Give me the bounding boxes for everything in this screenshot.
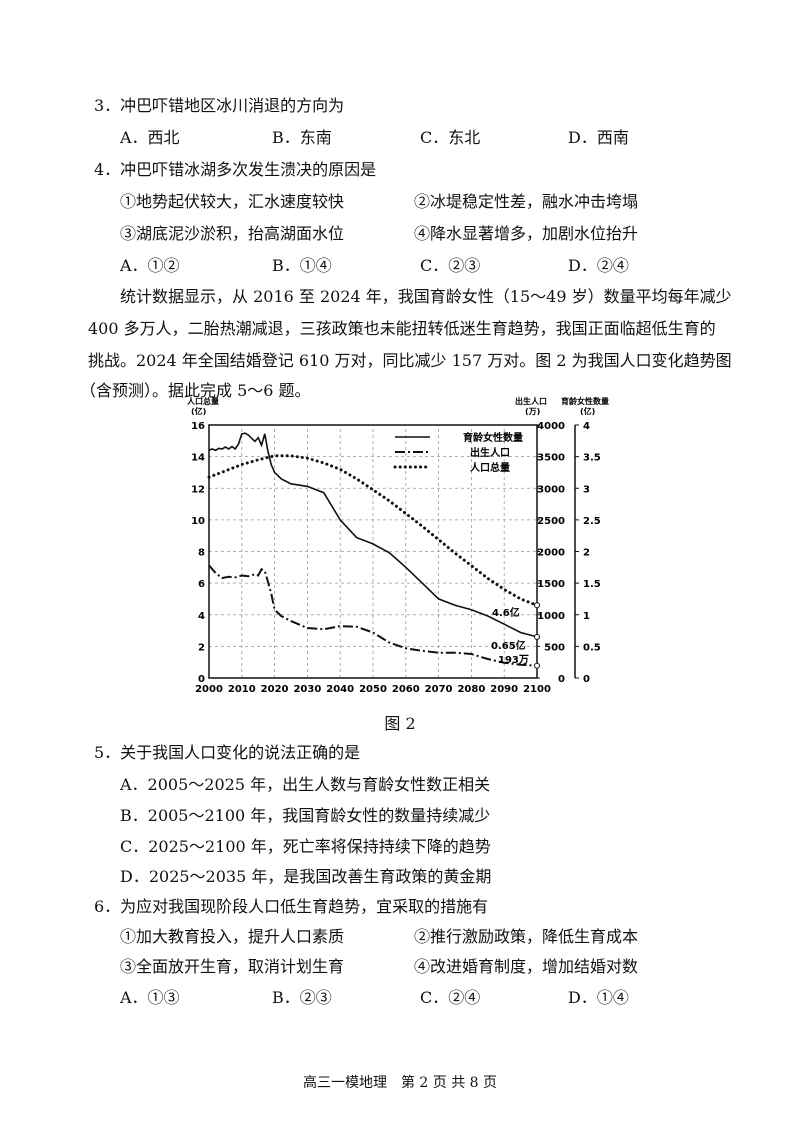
series-end-marker-1 (534, 662, 540, 669)
right-axis-2-tick: 0 (583, 674, 590, 685)
legend-label-women: 育龄女性数量 (463, 431, 523, 444)
right-axis-2-tick: 4 (583, 421, 590, 432)
right-axis-1-tick: 1500 (537, 579, 565, 590)
q6-statement-4: ④改进婚育制度，增加结婚对数 (414, 957, 639, 976)
right-axis-2-label-1: 育龄女性数量 (561, 396, 609, 406)
left-axis-tick: 6 (198, 579, 205, 590)
q6-option-a[interactable]: A．①③ (120, 988, 180, 1007)
x-axis-tick: 2100 (523, 684, 551, 695)
right-axis-1-tick: 3000 (537, 484, 565, 495)
chart-gridlines (209, 425, 537, 678)
q4-option-d[interactable]: D．②④ (568, 256, 629, 275)
annotation-births-2100: 193万 (498, 654, 529, 666)
series-line-1 (208, 564, 538, 667)
x-axis-tick: 2050 (359, 684, 387, 695)
right-axis-1-tick: 0 (558, 674, 565, 685)
q5-option-b[interactable]: B．2005～2100 年，我国育龄女性的数量持续减少 (120, 806, 491, 825)
x-axis-tick: 2070 (425, 684, 453, 695)
q4-statement-3: ③湖底泥沙淤积，抬高湖面水位 (120, 224, 345, 243)
left-axis-tick: 2 (198, 642, 205, 653)
left-axis-label-1: 人口总量 (187, 396, 219, 406)
x-axis-tick: 2060 (392, 684, 420, 695)
q6-statement-2: ②推行激励政策，降低生育成本 (414, 927, 639, 946)
q5-stem: 5．关于我国人口变化的说法正确的是 (94, 743, 361, 762)
right-axis-2-tick: 2.5 (583, 516, 601, 527)
q3-stem: 3．冲巴吓错地区冰川消退的方向为 (94, 96, 345, 115)
x-axis-tick: 2000 (195, 684, 223, 695)
left-axis-tick: 4 (198, 611, 205, 622)
left-axis-tick: 16 (191, 421, 205, 432)
legend-label-total: 人口总量 (470, 461, 510, 474)
right-axis-2-tick: 2 (583, 548, 590, 559)
right-axis-1-tick: 500 (544, 642, 565, 653)
q4-option-a[interactable]: A．①② (120, 256, 180, 275)
right-axis-1-tick: 2000 (537, 548, 565, 559)
q3-option-d[interactable]: D．西南 (568, 128, 629, 147)
q6-option-b[interactable]: B．②③ (272, 988, 332, 1007)
q4-stem: 4．冲巴吓错冰湖多次发生溃决的原因是 (94, 160, 377, 179)
right-axis-1-tick: 2500 (537, 516, 565, 527)
annotation-women-2100: 0.65亿 (491, 639, 526, 652)
x-axis-tick: 2020 (261, 684, 289, 695)
annotation-total-2100: 4.6亿 (492, 606, 520, 619)
q6-option-d[interactable]: D．①④ (568, 988, 629, 1007)
right-axis-2-tick: 0.5 (583, 642, 601, 653)
population-trend-chart: 人口总量 (亿) 出生人口 (万) 育龄女性数量 (亿) 02468101214… (187, 396, 609, 695)
q4-statement-2: ②冰堤稳定性差，融水冲击垮塌 (414, 192, 639, 211)
passage-line-2: 400 多万人，二胎热潮减退，三孩政策也未能扭转低迷生育趋势，我国正面临超低生育… (88, 319, 716, 338)
q5-option-c[interactable]: C．2025～2100 年，死亡率将保持持续下降的趋势 (120, 837, 491, 856)
right-axis-2-label-2: (亿) (580, 406, 595, 416)
right-axis-1-label-1: 出生人口 (515, 396, 547, 406)
q4-statement-4: ④降水显著增多，加剧水位抬升 (414, 224, 639, 243)
right-axis-2-tick: 3 (583, 484, 590, 495)
left-axis-label-2: (亿) (191, 406, 206, 416)
left-axis-tick: 14 (191, 453, 205, 464)
passage-line-1: 统计数据显示，从 2016 至 2024 年，我国育龄女性（15～49 岁）数量… (120, 287, 732, 306)
q3-option-b[interactable]: B．东南 (272, 128, 332, 147)
legend-label-births: 出生人口 (470, 446, 510, 459)
right-axis-1-tick: 3500 (537, 453, 565, 464)
x-axis-tick: 2090 (490, 684, 518, 695)
q3-option-a[interactable]: A．西北 (120, 128, 180, 147)
left-axis-tick: 12 (191, 484, 205, 495)
x-axis-tick: 2030 (293, 684, 321, 695)
q4-option-c[interactable]: C．②③ (420, 256, 481, 275)
left-axis-tick: 10 (191, 516, 205, 527)
series-end-marker-0 (534, 633, 540, 640)
q6-statement-3: ③全面放开生育，取消计划生育 (120, 957, 345, 976)
q6-statement-1: ①加大教育投入，提升人口素质 (120, 927, 345, 946)
passage-line-3: 挑战。2024 年全国结婚登记 610 万对，同比减少 157 万对。图 2 为… (88, 351, 732, 370)
left-axis-tick: 0 (198, 674, 205, 685)
q6-option-c[interactable]: C．②④ (420, 988, 481, 1007)
left-axis-tick: 8 (198, 548, 205, 559)
x-axis-tick: 2080 (457, 684, 485, 695)
series-end-marker-2 (534, 602, 540, 609)
right-axis-2-tick: 1 (583, 611, 590, 622)
series-line-0 (208, 432, 538, 638)
q5-option-a[interactable]: A．2005～2025 年，出生人数与育龄女性数正相关 (120, 775, 491, 794)
q3-option-c[interactable]: C．东北 (420, 128, 481, 147)
q4-statement-1: ①地势起伏较大，汇水速度较快 (120, 192, 345, 211)
q4-option-b[interactable]: B．①④ (272, 256, 332, 275)
right-axis-1-tick: 4000 (537, 421, 565, 432)
x-axis-tick: 2010 (228, 684, 256, 695)
q6-stem: 6．为应对我国现阶段人口低生育趋势，宜采取的措施有 (94, 897, 489, 916)
x-axis-tick: 2040 (326, 684, 354, 695)
right-axis-2-tick: 3.5 (583, 453, 601, 464)
chart-legend: 育龄女性数量 出生人口 人口总量 (393, 431, 523, 474)
passage-line-4: （含预测）。据此完成 5～6 题。 (80, 381, 311, 400)
right-axis-1-label-2: (万) (525, 407, 540, 416)
q5-option-d[interactable]: D．2025～2035 年，是我国改善生育政策的黄金期 (120, 867, 492, 886)
right-axis-1-tick: 1000 (537, 611, 565, 622)
figure-caption: 图 2 (384, 714, 416, 733)
page-footer: 高三一模地理 第 2 页 共 8 页 (302, 1075, 498, 1091)
right-axis-2-tick: 1.5 (583, 579, 601, 590)
